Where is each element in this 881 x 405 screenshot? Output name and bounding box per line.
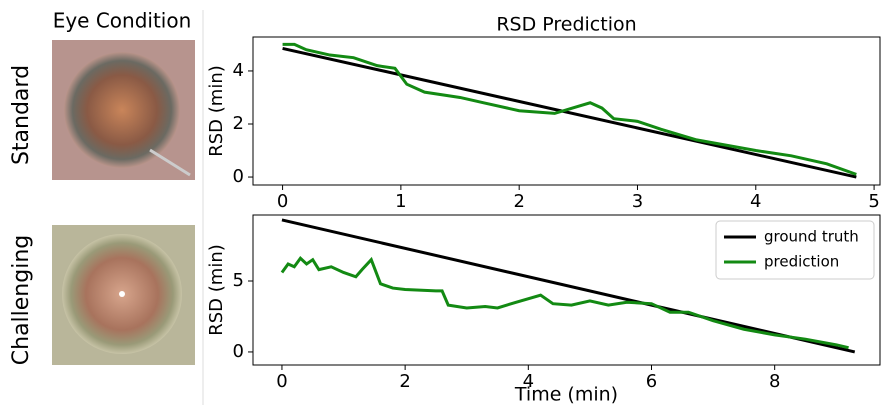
y-tick-label: 5	[233, 270, 244, 291]
x-tick-label: 5	[868, 191, 879, 212]
eye-image	[52, 40, 195, 180]
y-tick-label: 4	[233, 60, 244, 81]
series-line	[281, 218, 856, 354]
x-tick-label: 6	[646, 371, 657, 392]
y-tick-label: 0	[233, 166, 244, 187]
x-tick-label: 0	[276, 371, 287, 392]
legend-label: ground truth	[764, 228, 859, 246]
y-axis-label: RSD (min)	[206, 244, 227, 336]
series-line	[280, 256, 849, 350]
x-tick-label: 3	[632, 191, 643, 212]
y-axis-label: RSD (min)	[206, 65, 227, 157]
chart-title: RSD Prediction	[496, 14, 636, 36]
column-header: Eye Condition	[53, 9, 192, 33]
x-tick-label: 4	[523, 371, 534, 392]
x-tick-label: 4	[750, 191, 761, 212]
y-tick-label: 2	[233, 113, 244, 134]
x-tick-label: 8	[769, 371, 780, 392]
eye-image	[52, 225, 195, 365]
plot-area	[252, 214, 881, 366]
x-tick-label: 2	[513, 191, 524, 212]
legend-label: prediction	[764, 253, 839, 271]
row-label: Challenging	[9, 235, 34, 365]
series-line	[282, 42, 857, 176]
y-tick-label: 0	[233, 341, 244, 362]
x-tick-label: 0	[277, 191, 288, 212]
row-label: Standard	[9, 65, 34, 165]
series-line	[282, 46, 857, 179]
plot-area	[252, 36, 881, 186]
x-axis-label: Time (min)	[514, 384, 618, 405]
x-tick-label: 1	[395, 191, 406, 212]
x-tick-label: 2	[399, 371, 410, 392]
